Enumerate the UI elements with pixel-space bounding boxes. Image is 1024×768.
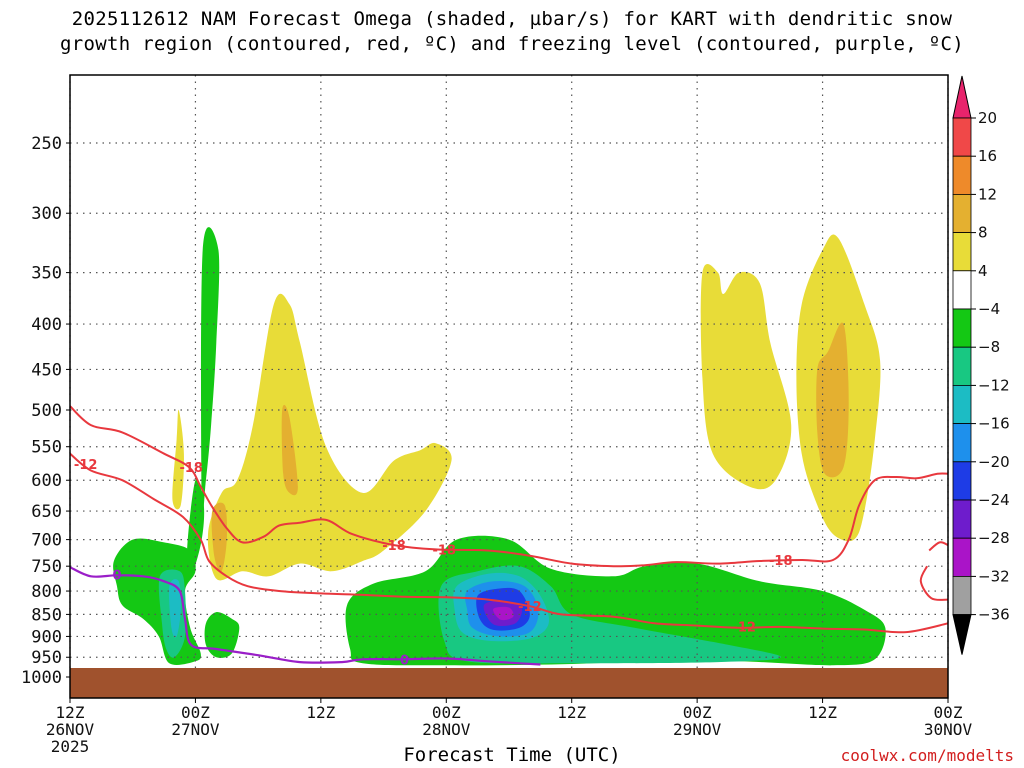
y-tick-label: 1000	[21, 668, 62, 688]
y-tick-label: 400	[31, 315, 62, 335]
omega-region-19	[816, 322, 849, 478]
dgz-contour-0	[70, 452, 948, 634]
y-tick-label: 300	[31, 204, 62, 224]
dgz-contour-1	[70, 405, 948, 568]
omega-region-15	[211, 502, 228, 572]
colorbar-label: −16	[978, 415, 1010, 433]
contour-label: -18	[382, 539, 406, 554]
colorbar-label: 20	[978, 109, 997, 127]
colorbar-swatch	[952, 117, 972, 157]
y-tick-label: 350	[31, 264, 62, 284]
omega-region-17	[700, 263, 792, 490]
omega-region-14	[207, 293, 452, 581]
x-tick-label: 00Z	[934, 703, 963, 722]
x-tick-label: 12Z	[306, 703, 335, 722]
colorbar-swatch	[952, 384, 972, 424]
contour-label: -12	[518, 600, 542, 615]
colorbar-label: −4	[978, 300, 1000, 318]
colorbar-swatch	[952, 232, 972, 272]
colorbar-label: −32	[978, 567, 1010, 585]
colorbar-label: −20	[978, 453, 1010, 471]
omega-region-2	[168, 579, 181, 638]
colorbar-label: 4	[978, 262, 988, 280]
y-tick-label: 600	[31, 471, 62, 491]
omega-region-16	[281, 404, 298, 496]
colorbar-swatch	[952, 537, 972, 577]
x-tick-label: 2025	[51, 737, 90, 756]
contour-label: -18	[769, 554, 793, 569]
colorbar-label: 12	[978, 185, 997, 203]
contour-label: 0	[113, 568, 122, 583]
x-tick-label: 27NOV	[171, 720, 220, 739]
omega-region-4	[187, 478, 205, 572]
y-tick-label: 550	[31, 438, 62, 458]
x-tick-label: 00Z	[181, 703, 210, 722]
y-tick-label: 800	[31, 582, 62, 602]
contour-label: -12	[74, 458, 98, 473]
colorbar-swatch	[952, 423, 972, 463]
x-tick-label: 29NOV	[673, 720, 722, 739]
contour-label: -18	[432, 543, 456, 558]
freezing-level-contour	[70, 566, 541, 666]
colorbar-label: −24	[978, 491, 1010, 509]
colorbar-swatch	[952, 270, 972, 310]
y-tick-label: 850	[31, 605, 62, 625]
colorbar-swatch	[952, 576, 972, 616]
colorbar-label: 16	[978, 147, 997, 165]
colorbar-label: −8	[978, 338, 1000, 356]
x-tick-label: 30NOV	[924, 720, 973, 739]
colorbar-swatch	[952, 193, 972, 233]
y-tick-label: 500	[31, 401, 62, 421]
x-tick-label: 00Z	[432, 703, 461, 722]
omega-region-12	[493, 606, 514, 621]
colorbar-bottom-arrow	[952, 614, 972, 655]
colorbar-swatch	[952, 155, 972, 195]
chart-title-line-2: growth region (contoured, red, ºC) and f…	[60, 33, 964, 55]
y-tick-label: 750	[31, 557, 62, 577]
x-tick-label: 00Z	[683, 703, 712, 722]
chart-title-line-1: 2025112612 NAM Forecast Omega (shaded, µ…	[71, 8, 953, 30]
colorbar-label: −12	[978, 376, 1010, 394]
colorbar-label: 8	[978, 224, 988, 242]
colorbar-top-arrow	[952, 75, 972, 119]
colorbar-label: −36	[978, 606, 1010, 624]
colorbar-swatch	[952, 499, 972, 539]
contour-label: -12	[732, 620, 756, 635]
colorbar: 20 16 12 8 4 −4 −8 −12 −16 −20 −24 −28 −32 −36	[952, 75, 1010, 655]
y-tick-label: 450	[31, 360, 62, 380]
dgz-contour-3	[919, 565, 948, 601]
colorbar-swatch	[952, 308, 972, 348]
plot-frame	[69, 74, 949, 699]
colorbar-swatch	[952, 461, 972, 501]
omega-region-3	[200, 227, 220, 520]
y-tick-label: 700	[31, 531, 62, 551]
contour-label: -18	[179, 461, 203, 476]
site-credit: coolwx.com/modelts	[840, 746, 1014, 765]
y-tick-label: 650	[31, 502, 62, 522]
x-tick-label: 12Z	[557, 703, 586, 722]
colorbar-label: −28	[978, 529, 1010, 547]
contour-label: 0	[400, 653, 409, 668]
y-tick-label: 900	[31, 627, 62, 647]
colorbar-swatch	[952, 346, 972, 386]
x-tick-label: 12Z	[56, 703, 85, 722]
ground-surface	[70, 668, 948, 698]
dgz-contour-2	[928, 541, 948, 552]
x-tick-label: 28NOV	[422, 720, 471, 739]
x-tick-label: 26NOV	[46, 720, 95, 739]
x-tick-label: 12Z	[808, 703, 837, 722]
omega-region-5	[204, 612, 240, 658]
y-tick-label: 250	[31, 134, 62, 154]
y-tick-label: 950	[31, 648, 62, 668]
x-axis-title: Forecast Time (UTC)	[403, 744, 621, 766]
